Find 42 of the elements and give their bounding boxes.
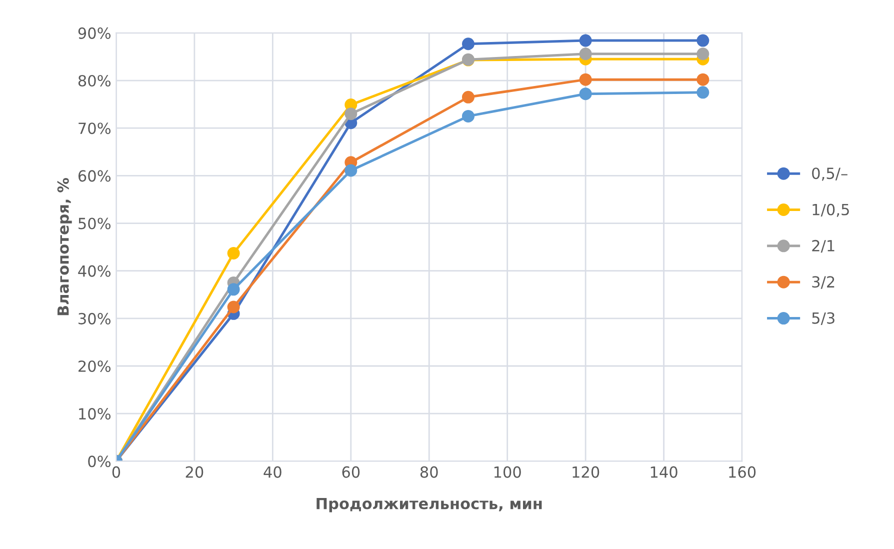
x-tick-label: 140 bbox=[650, 466, 678, 478]
point bbox=[462, 110, 474, 122]
point bbox=[579, 48, 592, 60]
legend-label: 0,5/– bbox=[812, 168, 848, 181]
point bbox=[344, 164, 358, 177]
legend-label: 1/0,5 bbox=[812, 204, 849, 217]
point bbox=[696, 48, 710, 60]
y-tick-label: 30% bbox=[78, 312, 111, 324]
point bbox=[579, 73, 592, 86]
point bbox=[462, 38, 474, 50]
y-tick-label: 60% bbox=[78, 170, 111, 182]
point bbox=[344, 108, 358, 120]
x-tick-label: 120 bbox=[572, 466, 600, 478]
y-tick-label: 0% bbox=[88, 456, 111, 468]
y-tick-label: 40% bbox=[78, 265, 111, 277]
point bbox=[696, 73, 710, 86]
point bbox=[696, 34, 710, 47]
x-tick-label: 20 bbox=[186, 466, 204, 478]
point bbox=[462, 90, 474, 104]
x-tick-label: 80 bbox=[420, 466, 438, 478]
x-tick-label: 100 bbox=[494, 466, 521, 478]
y-tick-label: 50% bbox=[78, 218, 111, 230]
legend-label: 5/3 bbox=[812, 312, 834, 326]
point bbox=[227, 283, 240, 296]
point bbox=[227, 300, 240, 314]
y-tick-label: 90% bbox=[78, 27, 111, 39]
y-tick-label: 10% bbox=[79, 408, 111, 420]
y-axis-title: Влагопотеря, % bbox=[57, 178, 72, 316]
point bbox=[227, 246, 240, 260]
y-tick-label: 70% bbox=[78, 122, 111, 134]
x-tick-label: 160 bbox=[729, 466, 756, 478]
point bbox=[579, 88, 592, 100]
x-tick-label: 60 bbox=[342, 466, 360, 478]
point bbox=[579, 34, 592, 47]
x-tick-label: 0 bbox=[112, 466, 120, 478]
y-tick-label: 20% bbox=[78, 360, 111, 372]
point bbox=[696, 86, 710, 99]
y-tick-label: 80% bbox=[78, 74, 111, 87]
legend-label: 2/1 bbox=[812, 240, 834, 253]
x-tick-label: 40 bbox=[264, 466, 282, 478]
legend-label: 3/2 bbox=[812, 276, 834, 289]
x-axis-title: Продолжительность, мин bbox=[316, 498, 542, 512]
